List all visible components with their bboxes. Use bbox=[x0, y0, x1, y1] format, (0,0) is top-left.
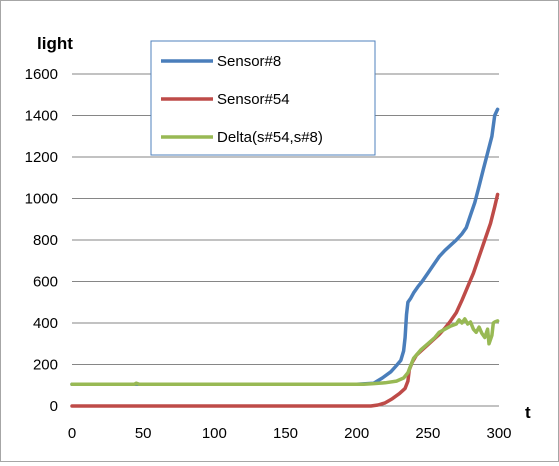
y-tick-label: 1200 bbox=[25, 149, 58, 166]
series-line bbox=[70, 107, 500, 386]
legend-label: Sensor#54 bbox=[217, 91, 290, 108]
y-tick-label: 1400 bbox=[25, 108, 58, 125]
series-line bbox=[70, 317, 500, 386]
y-tick-label: 0 bbox=[50, 398, 58, 415]
x-tick-label: 50 bbox=[135, 425, 152, 442]
x-tick-label: 150 bbox=[273, 425, 298, 442]
series-line bbox=[70, 192, 500, 408]
x-tick-label: 300 bbox=[486, 425, 511, 442]
x-tick-label: 200 bbox=[344, 425, 369, 442]
y-tick-label: 400 bbox=[33, 315, 58, 332]
y-tick-label: 1000 bbox=[25, 191, 58, 208]
y-axis-title: light bbox=[37, 34, 73, 53]
x-tick-label: 0 bbox=[68, 425, 76, 442]
y-tick-label: 800 bbox=[33, 232, 58, 249]
x-tick-label: 100 bbox=[202, 425, 227, 442]
legend-label: Delta(s#54,s#8) bbox=[217, 129, 323, 146]
y-tick-label: 600 bbox=[33, 274, 58, 291]
legend: Sensor#8 Sensor#54 Delta(s#54,s#8) bbox=[150, 40, 376, 156]
y-tick-label: 1600 bbox=[25, 66, 58, 83]
x-axis-title: t bbox=[525, 403, 531, 422]
y-tick-label: 200 bbox=[33, 357, 58, 374]
legend-label: Sensor#8 bbox=[217, 53, 281, 70]
x-tick-label: 250 bbox=[415, 425, 440, 442]
